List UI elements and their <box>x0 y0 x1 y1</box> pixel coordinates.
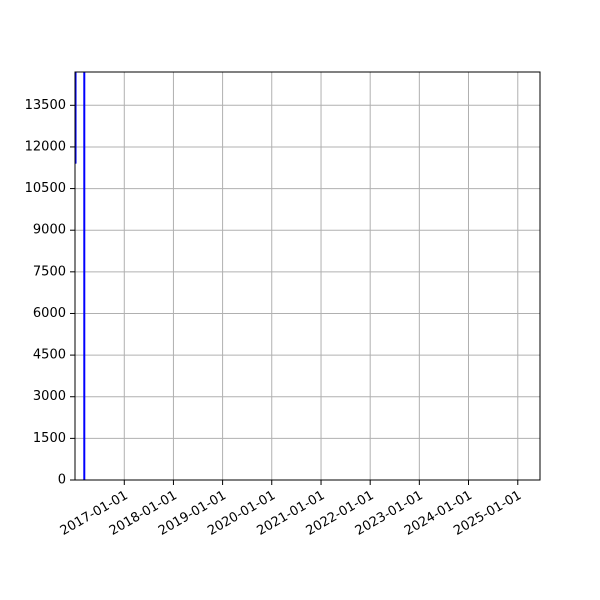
plot-background <box>75 72 540 480</box>
y-tick-label-1: 1500 <box>33 431 66 446</box>
x-axis: 2017-01-012018-01-012019-01-012020-01-01… <box>58 480 524 539</box>
y-tick-label-4: 6000 <box>33 306 66 321</box>
y-tick-label-2: 3000 <box>33 389 66 404</box>
y-tick-label-3: 4500 <box>33 348 66 363</box>
y-tick-label-8: 12000 <box>25 139 66 154</box>
y-tick-label-6: 9000 <box>33 223 66 238</box>
plot-frame <box>74 71 541 481</box>
y-tick-label-0: 0 <box>58 473 66 488</box>
data-series <box>75 72 86 480</box>
y-tick-label-5: 7500 <box>33 264 66 279</box>
grid-lines <box>75 72 540 481</box>
y-tick-label-7: 10500 <box>25 181 66 196</box>
y-tick-label-9: 13500 <box>25 98 66 113</box>
y-axis: 0 1500 3000 4500 6000 7500 9000 10500 12000 13500 <box>25 98 75 488</box>
